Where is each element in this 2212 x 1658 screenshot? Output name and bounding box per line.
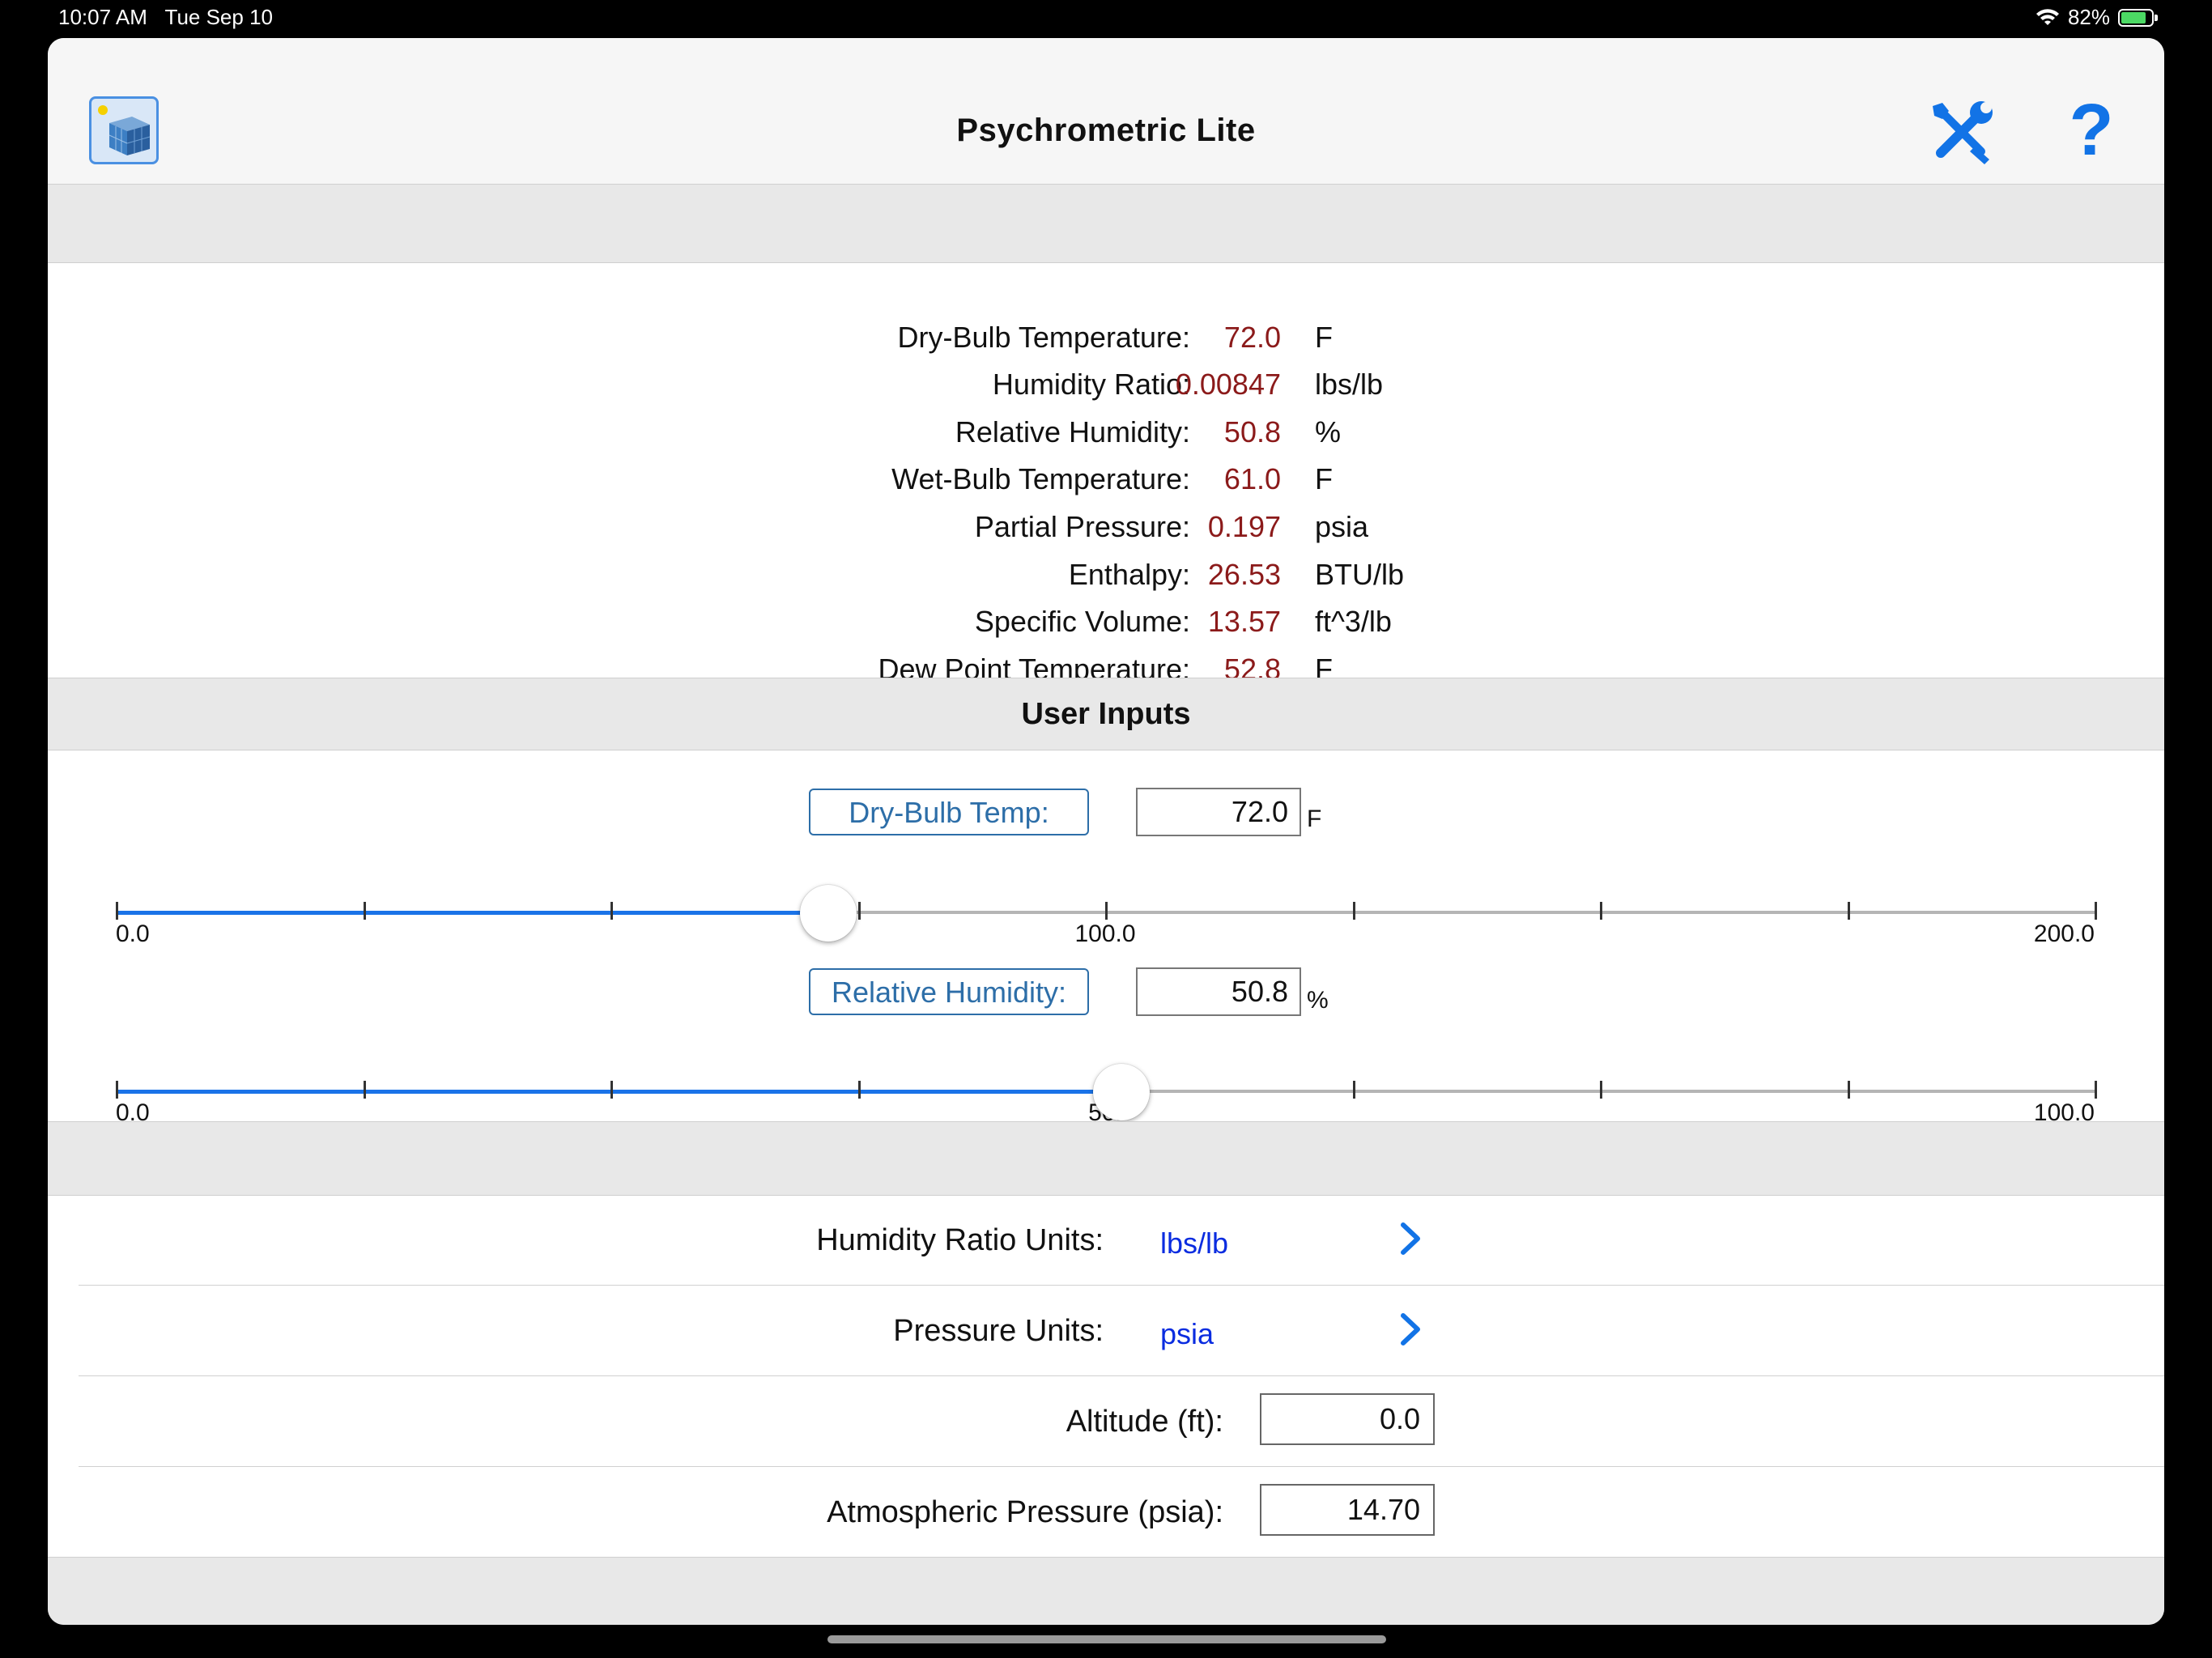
result-label: Enthalpy: [1068, 558, 1190, 591]
slider-tick [1105, 902, 1108, 920]
slider-tick [116, 1081, 118, 1099]
slider-fill [116, 911, 828, 915]
slider-tick [1600, 1081, 1602, 1099]
result-label: Relative Humidity: [955, 415, 1190, 449]
humidity-ratio-units-value: lbs/lb [1160, 1226, 1229, 1260]
chevron-right-icon[interactable] [1390, 1218, 1431, 1259]
slider-tick [857, 902, 861, 920]
pressure-units-label: Pressure Units: [893, 1314, 1104, 1348]
dry-bulb-temp-button[interactable]: Dry-Bulb Temp: [809, 789, 1089, 835]
app-logo-icon[interactable] [89, 96, 159, 164]
result-label: Partial Pressure: [974, 510, 1190, 543]
dry-bulb-temp-input[interactable]: 72.0 [1136, 788, 1301, 836]
atmospheric-pressure-row: Atmospheric Pressure (psia): 14.70 [79, 1466, 2164, 1558]
clock-date: Tue Sep 10 [164, 5, 273, 29]
home-indicator[interactable] [827, 1635, 1386, 1643]
slider-thumb[interactable] [799, 885, 857, 942]
result-unit: F [1315, 321, 1333, 354]
user-inputs-title: User Inputs [1021, 697, 1191, 731]
results-panel: Dry-Bulb Temperature: 72.0 F Humidity Ratio… [48, 262, 2164, 686]
result-row: Wet-Bulb Temperature: 61.0 F [48, 462, 2164, 509]
app-window: Psychrometric Lite ? Dry-Bulb Temperatur… [48, 38, 2164, 1625]
result-label: Specific Volume: [974, 605, 1190, 638]
slider-tick [857, 1081, 861, 1099]
slider-thumb[interactable] [1092, 1064, 1150, 1120]
result-unit: BTU/lb [1315, 558, 1405, 591]
battery-icon [2118, 8, 2158, 27]
humidity-ratio-units-label: Humidity Ratio Units: [816, 1223, 1104, 1257]
result-value: 61.0 [1223, 462, 1281, 495]
slider-tick-label: 200.0 [2033, 920, 2095, 947]
pressure-units-row[interactable]: Pressure Units: psia [79, 1285, 2164, 1376]
dry-bulb-slider[interactable]: 0.0 100.0 200.0 [116, 880, 2097, 947]
slider-tick [2095, 1081, 2097, 1099]
dry-bulb-unit: F [1307, 806, 1322, 832]
user-inputs-header: User Inputs [48, 678, 2164, 750]
atmospheric-pressure-input[interactable]: 14.70 [1260, 1484, 1435, 1536]
result-value: 0.00847 [1175, 368, 1281, 401]
slider-tick-label: 0.0 [116, 920, 150, 947]
help-button[interactable]: ? [2069, 90, 2114, 171]
slider-tick [1847, 902, 1850, 920]
slider-tick [610, 1081, 613, 1099]
result-unit: lbs/lb [1315, 368, 1384, 401]
result-label: Wet-Bulb Temperature: [891, 462, 1190, 495]
wrench-screwdriver-icon[interactable] [1925, 96, 1997, 169]
slider-tick [1352, 1081, 1355, 1099]
wifi-icon [2035, 8, 2059, 25]
relative-humidity-unit: % [1307, 987, 1329, 1014]
battery-percent: 82% [2067, 5, 2110, 29]
result-unit: psia [1315, 510, 1369, 543]
section-spacer-top [48, 184, 2164, 263]
slider-tick [363, 902, 366, 920]
altitude-label: Altitude (ft): [1066, 1405, 1223, 1439]
status-time: 10:07 AM Tue Sep 10 [58, 5, 273, 30]
result-unit: F [1315, 462, 1333, 495]
result-value: 26.53 [1207, 558, 1281, 591]
section-spacer-middle [48, 1121, 2164, 1196]
slider-fill [116, 1090, 1121, 1094]
chevron-right-icon[interactable] [1390, 1309, 1431, 1350]
result-row: Humidity Ratio: 0.00847 lbs/lb [48, 368, 2164, 414]
relative-humidity-slider[interactable]: 0.050.100.0 [116, 1059, 2097, 1126]
result-row: Partial Pressure: 0.197 psia [48, 510, 2164, 557]
result-value: 13.57 [1207, 605, 1281, 638]
result-value: 50.8 [1223, 415, 1281, 449]
page-title: Psychrometric Lite [956, 113, 1256, 148]
slider-tick-label: 100.0 [1074, 920, 1136, 947]
result-row: Enthalpy: 26.53 BTU/lb [48, 558, 2164, 605]
result-unit: ft^3/lb [1315, 605, 1392, 638]
slider-tick [610, 902, 613, 920]
result-label: Dry-Bulb Temperature: [897, 321, 1190, 354]
section-spacer-bottom [48, 1557, 2164, 1625]
slider-tick [363, 1081, 366, 1099]
status-right: 82% [2035, 5, 2158, 30]
atmospheric-pressure-label: Atmospheric Pressure (psia): [827, 1495, 1223, 1529]
pressure-units-value: psia [1160, 1317, 1214, 1350]
clock-time: 10:07 AM [58, 5, 147, 29]
slider-tick [1352, 902, 1355, 920]
humidity-ratio-units-row[interactable]: Humidity Ratio Units: lbs/lb [79, 1194, 2164, 1286]
altitude-input[interactable]: 0.0 [1260, 1393, 1435, 1445]
relative-humidity-button[interactable]: Relative Humidity: [809, 968, 1089, 1015]
relative-humidity-input[interactable]: 50.8 [1136, 967, 1301, 1016]
result-row: Relative Humidity: 50.8% [48, 415, 2164, 462]
status-bar: 10:07 AM Tue Sep 10 82% [0, 0, 2212, 37]
result-row: Specific Volume: 13.57 ft^3/lb [48, 605, 2164, 652]
result-value: 0.197 [1207, 510, 1281, 543]
slider-tick [1600, 902, 1602, 920]
result-unit: F [1315, 653, 1333, 686]
result-row: Dry-Bulb Temperature: 72.0 F [48, 321, 2164, 368]
result-unit: % [1315, 415, 1342, 449]
slider-tick [1847, 1081, 1850, 1099]
slider-tick [116, 902, 118, 920]
result-value: 72.0 [1223, 321, 1281, 354]
altitude-row: Altitude (ft): 0.0 [79, 1375, 2164, 1467]
result-label: Humidity Ratio: [992, 368, 1190, 401]
navigation-bar: Psychrometric Lite ? [48, 38, 2164, 185]
slider-tick [2095, 902, 2097, 920]
